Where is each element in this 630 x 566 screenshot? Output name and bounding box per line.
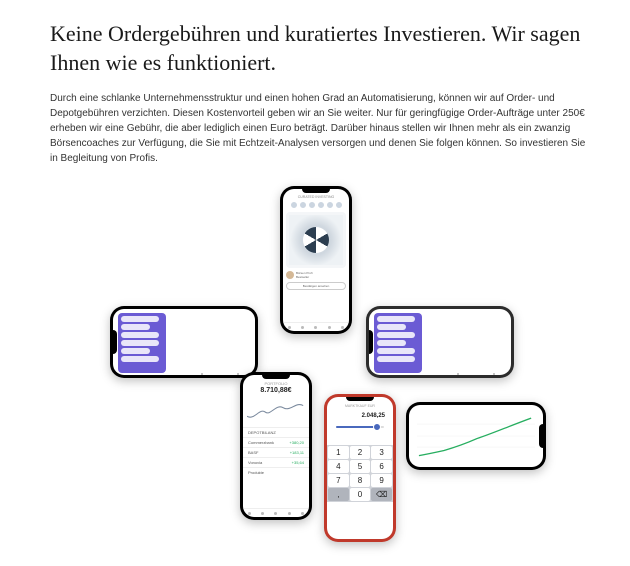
keypad-key-⌫[interactable]: ⌫ (371, 488, 392, 501)
order-slider[interactable] (336, 423, 384, 431)
keypad-key-2[interactable]: 2 (350, 446, 371, 459)
phone-portfolio: PORTFOLIO 8.710,88€ DEPOTBILANZCommerzba… (240, 372, 312, 520)
keypad-key-1[interactable]: 1 (328, 446, 349, 459)
phone-collage: CURATED INVESTING Börsen ProfiBestseller… (70, 186, 570, 546)
portfolio-row: Vonovia+35,64 (243, 457, 309, 467)
order-amount: 2.048,25 (331, 411, 389, 421)
candlestick-chart (425, 315, 507, 369)
order-header: MARKTKAUF EUR (331, 401, 389, 411)
page-body-text: Durch eine schlanke Unternehmensstruktur… (50, 91, 590, 166)
keypad-key-5[interactable]: 5 (350, 460, 371, 473)
chat-panel (374, 313, 422, 373)
phone-coaches: CURATED INVESTING Börsen ProfiBestseller… (280, 186, 352, 334)
keypad-key-9[interactable]: 9 (371, 474, 392, 487)
portfolio-row: BASF+183,11 (243, 447, 309, 457)
keypad-key-4[interactable]: 4 (328, 460, 349, 473)
phone-chat-chart-left (110, 306, 258, 378)
phone-order-keypad: MARKTKAUF EUR 2.048,25 123 456 789,0⌫ (324, 394, 396, 542)
portfolio-row: Produkte (243, 467, 309, 477)
coaches-author: Börsen ProfiBestseller (286, 271, 346, 279)
keypad-key-3[interactable]: 3 (371, 446, 392, 459)
portfolio-value: 8.710,88€ (243, 386, 309, 397)
tab-bar[interactable] (243, 508, 309, 517)
chat-panel (118, 313, 166, 373)
tab-bar[interactable] (283, 322, 349, 331)
coaches-avatar-row (283, 201, 349, 209)
phone-growth-chart (406, 402, 546, 470)
portfolio-row: DEPOTBILANZ (243, 427, 309, 437)
numeric-keypad[interactable]: 123 456 789,0⌫ (327, 445, 393, 502)
keypad-key-,[interactable]: , (328, 488, 349, 501)
page-heading: Keine Ordergebühren und kuratiertes Inve… (50, 20, 590, 77)
growth-line-chart (417, 413, 535, 459)
keypad-key-0[interactable]: 0 (350, 488, 371, 501)
coaches-cta-button[interactable]: Bestätigen ansehen (286, 282, 346, 290)
phone-chat-chart-right (366, 306, 514, 378)
keypad-key-6[interactable]: 6 (371, 460, 392, 473)
portfolio-row: Commerzbank+380,20 (243, 437, 309, 447)
keypad-key-7[interactable]: 7 (328, 474, 349, 487)
coaches-feature-card (286, 212, 346, 268)
portfolio-sparkline (247, 397, 305, 427)
keypad-key-8[interactable]: 8 (350, 474, 371, 487)
candlestick-chart (169, 315, 251, 369)
